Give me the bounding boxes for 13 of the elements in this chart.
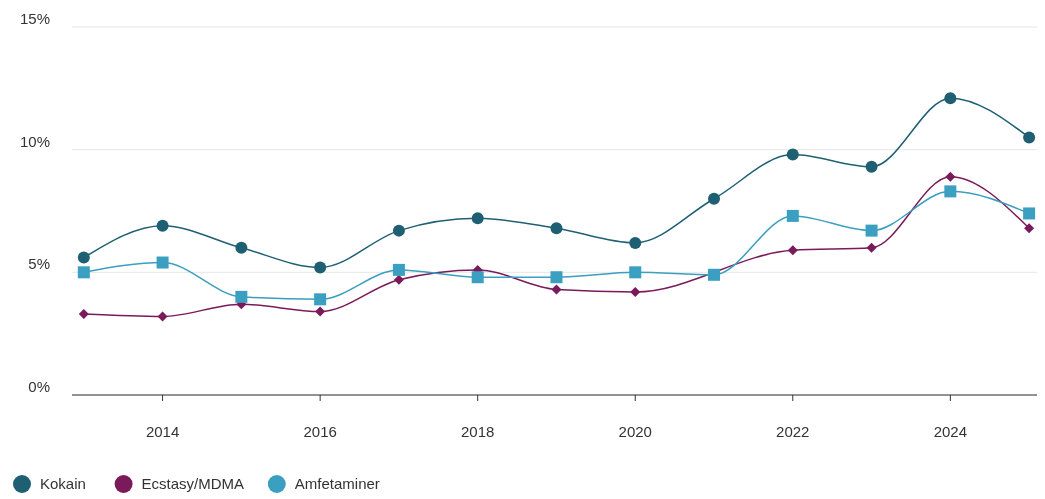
x-tick-label: 2020 [618,423,652,440]
x-tick-label: 2024 [933,423,968,440]
legend-label: Ecstasy/MDMA [141,475,245,492]
x-tick-label: 2022 [776,423,810,440]
legend-label: Amfetaminer [294,475,380,492]
y-tick-label: 15% [19,10,50,27]
x-tick-label: 2016 [303,423,337,440]
legend-label: Kokain [40,475,86,492]
y-tick-label: 5% [28,255,50,273]
y-tick-label: 10% [19,132,50,150]
x-tick-label: 2014 [145,423,180,440]
y-tick-label: 0% [28,378,50,395]
x-tick-label: 2018 [461,423,495,440]
